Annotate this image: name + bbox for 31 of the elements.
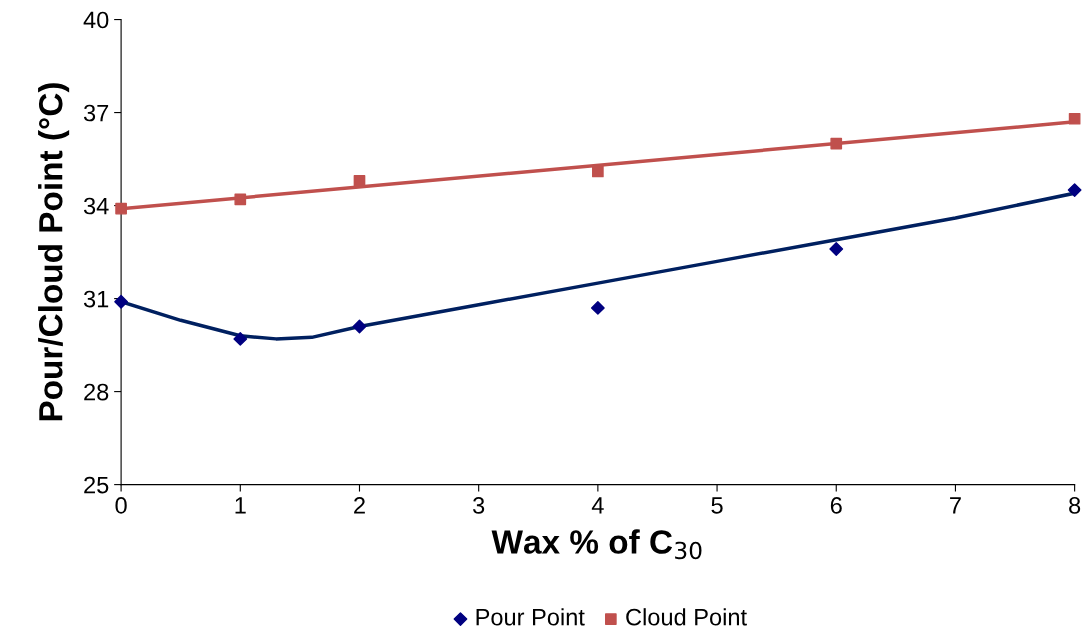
- point: [115, 202, 127, 215]
- y-tick-label: 37: [83, 104, 109, 122]
- point: [233, 331, 248, 346]
- x-tick-label: 5: [711, 497, 723, 514]
- point: [114, 294, 129, 309]
- x-tick-label: 4: [591, 497, 604, 514]
- x-tick-label: 7: [950, 497, 961, 514]
- legend-label: Cloud Point: [626, 608, 747, 626]
- point: [829, 242, 844, 256]
- point: [592, 165, 604, 178]
- y-tick-label: 28: [84, 383, 109, 401]
- y-axis-title: Pour/Cloud Point (°C): [38, 83, 70, 421]
- x-tick-label: 1: [235, 497, 246, 514]
- x-tick-label: 3: [473, 497, 485, 514]
- point: [1068, 112, 1081, 125]
- x-tick-label: 2: [354, 497, 365, 514]
- y-tick-label: 34: [83, 197, 109, 215]
- y-tick-label: 31: [83, 290, 109, 308]
- point: [830, 137, 843, 150]
- x-tick-label: 6: [830, 497, 842, 514]
- x-axis-title: Wax % of C$_{30}$: [491, 529, 702, 560]
- point: [352, 319, 367, 334]
- y-tick-label: 40: [83, 11, 109, 29]
- point: [234, 193, 247, 206]
- legend-label: Pour Point: [476, 608, 585, 626]
- x-tick-label: 0: [115, 497, 127, 514]
- y-tick-label: 25: [84, 476, 109, 494]
- point: [353, 174, 366, 187]
- x-tick-label: 8: [1069, 497, 1081, 514]
- point: [590, 300, 605, 315]
- point: [1067, 183, 1082, 197]
